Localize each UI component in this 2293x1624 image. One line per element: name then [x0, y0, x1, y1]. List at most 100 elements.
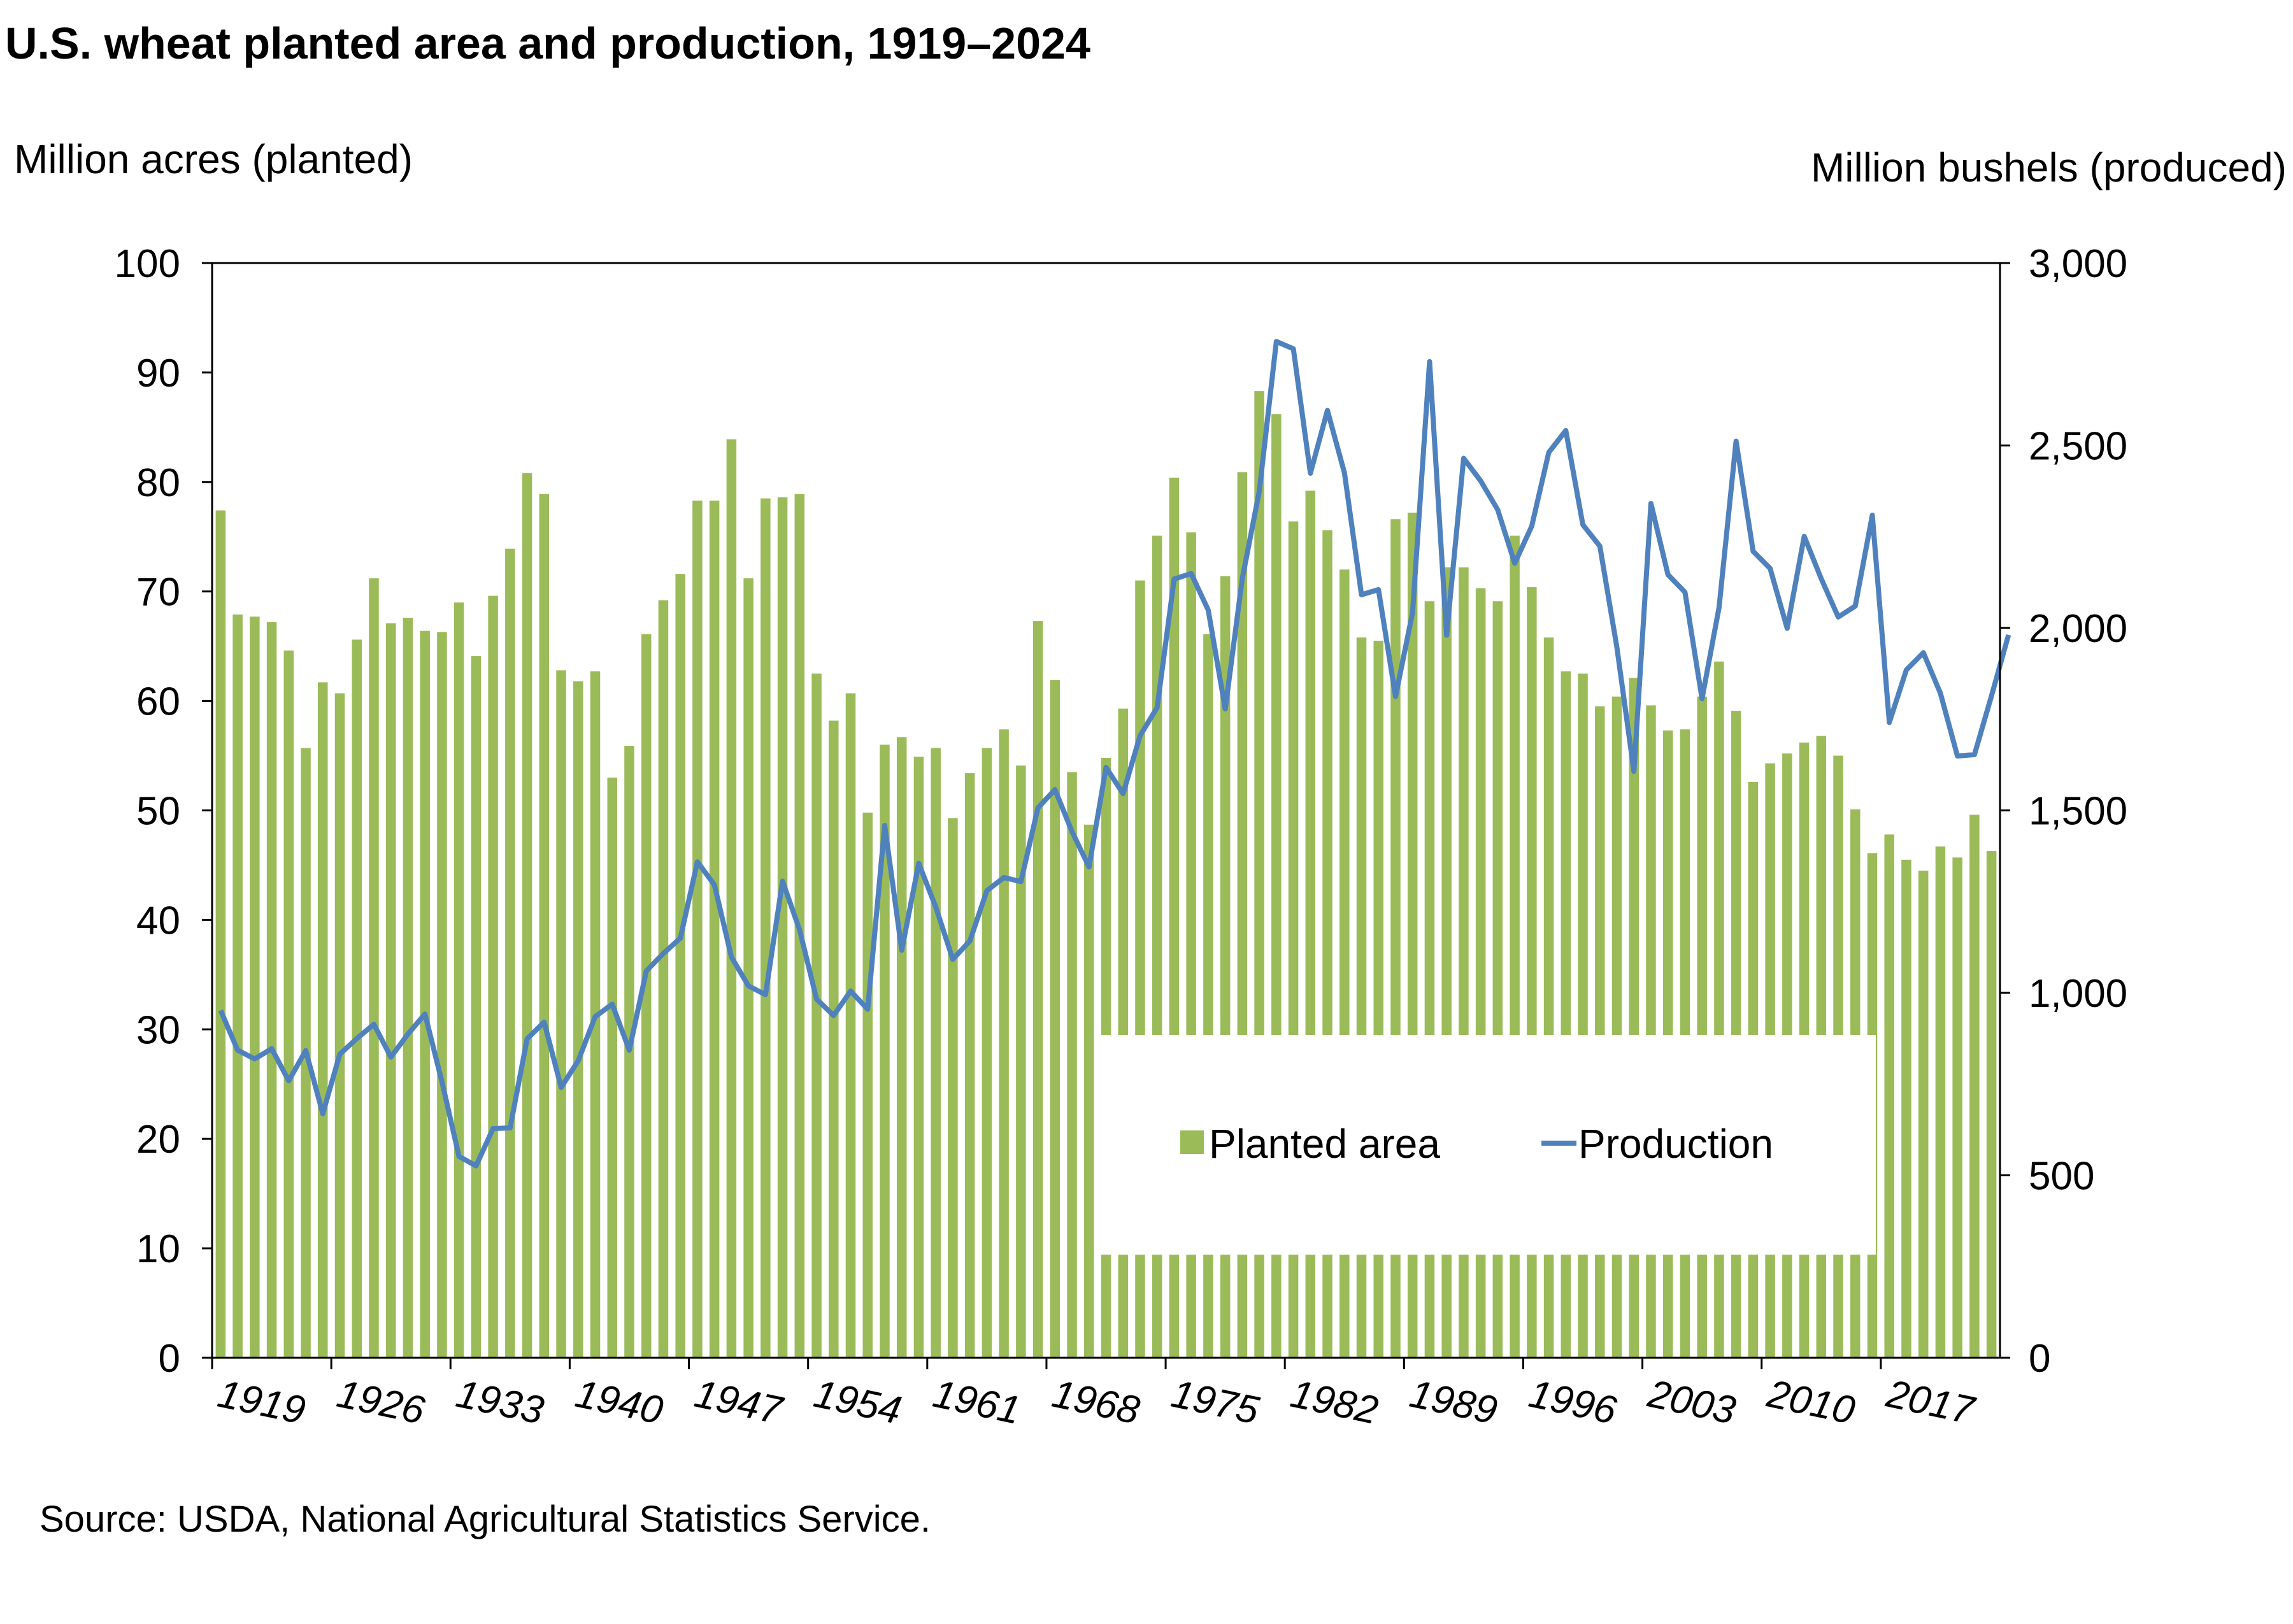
planted-bar-1956: [845, 693, 856, 1358]
planted-bar-2023: [1986, 851, 1997, 1358]
planted-bar-1952: [777, 497, 788, 1358]
left-tick-label: 40: [136, 899, 180, 943]
planted-bar-2017: [1884, 834, 1894, 1358]
x-tick-label: 1919: [214, 1372, 309, 1433]
legend-box: [1096, 1035, 1876, 1255]
x-tick-label: 2003: [1644, 1372, 1739, 1433]
legend-planted-label: Planted area: [1209, 1121, 1440, 1167]
planted-bar-1932: [437, 632, 447, 1358]
planted-bar-2003: [1646, 705, 1656, 1358]
right-tick-label: 3,000: [2029, 242, 2127, 286]
planted-bar-1951: [761, 498, 771, 1358]
planted-bar-1944: [641, 634, 652, 1358]
planted-bar-1927: [352, 639, 362, 1358]
x-tick-label: 1975: [1168, 1372, 1263, 1433]
right-axis-title: Million bushels (produced): [1811, 145, 2287, 190]
x-tick-label: 1961: [929, 1372, 1024, 1433]
planted-bar-1933: [454, 602, 464, 1358]
left-axis-title: Million acres (planted): [14, 136, 413, 182]
planted-bar-1926: [334, 693, 345, 1358]
planted-bar-2008: [1731, 711, 1741, 1358]
planted-bar-1923: [283, 650, 294, 1358]
planted-bar-1998: [1561, 671, 1571, 1358]
left-tick-label: 10: [136, 1227, 180, 1271]
legend: Planted area Production: [1096, 1035, 1876, 1255]
planted-bar-1922: [266, 622, 277, 1358]
planted-bar-1950: [743, 578, 754, 1358]
planted-bar-2018: [1901, 859, 1911, 1358]
x-tick-label: 2017: [1882, 1372, 1980, 1434]
right-tick-label: 500: [2029, 1155, 2094, 1199]
planted-bar-1940: [573, 681, 583, 1358]
x-tick-label: 1996: [1525, 1372, 1620, 1433]
planted-bar-1960: [913, 757, 924, 1358]
planted-bar-1934: [471, 656, 482, 1358]
right-tick-label: 2,500: [2029, 425, 2127, 469]
left-tick-label: 80: [136, 461, 180, 505]
production-line: [218, 339, 2011, 1169]
right-tick-label: 0: [2029, 1337, 2050, 1381]
planted-bar-1954: [811, 673, 822, 1358]
planted-bar-1961: [931, 748, 941, 1358]
right-tick-label: 1,500: [2029, 790, 2127, 834]
planted-bar-1948: [709, 501, 720, 1358]
right-tick-label: 2,000: [2029, 607, 2127, 651]
planted-bar-2021: [1952, 857, 1962, 1358]
planted-bar-1964: [982, 748, 992, 1358]
planted-bar-1962: [948, 818, 958, 1358]
planted-bar-1931: [420, 630, 430, 1358]
planted-bar-1970: [1084, 824, 1094, 1358]
planted-bar-1963: [964, 773, 975, 1358]
planted-bar-1935: [488, 595, 498, 1358]
planted-bar-1929: [385, 623, 396, 1358]
left-tick-label: 100: [115, 242, 180, 286]
planted-bar-1921: [250, 616, 260, 1358]
planted-bar-1968: [1050, 680, 1061, 1358]
planted-bar-1958: [880, 744, 890, 1358]
left-tick-label: 0: [159, 1337, 180, 1381]
legend-production-label: Production: [1578, 1121, 1773, 1167]
x-tick-label: 2010: [1763, 1372, 1859, 1433]
planted-bar-1949: [726, 439, 737, 1358]
planted-bar-2000: [1595, 706, 1605, 1358]
x-tick-label: 1926: [333, 1372, 429, 1433]
planted-bar-1930: [403, 617, 413, 1358]
planted-bar-1920: [232, 614, 243, 1358]
left-tick-label: 30: [136, 1008, 180, 1052]
planted-bar-1965: [999, 729, 1009, 1358]
x-tick-label: 1940: [571, 1372, 666, 1433]
x-tick-label: 1989: [1406, 1372, 1501, 1433]
left-tick-label: 60: [136, 680, 180, 724]
planted-bar-2002: [1629, 678, 1639, 1358]
planted-bar-1972: [1118, 708, 1128, 1358]
left-tick-label: 20: [136, 1118, 180, 1162]
planted-bar-2022: [1969, 815, 1980, 1358]
legend-planted-swatch: [1180, 1130, 1204, 1154]
planted-bar-2001: [1611, 696, 1622, 1358]
left-axis-ticks: 0 10 20 30 40 50 60 70 80 90 100: [115, 242, 212, 1381]
source-note: Source: USDA, National Agricultural Stat…: [39, 1499, 931, 1540]
x-tick-label: 1947: [691, 1372, 788, 1434]
planted-bar-2020: [1935, 846, 1946, 1358]
planted-bar-1925: [318, 682, 328, 1358]
planted-bar-2019: [1918, 871, 1929, 1358]
right-tick-label: 1,000: [2029, 972, 2127, 1016]
left-tick-label: 90: [136, 352, 180, 395]
planted-bar-1937: [522, 473, 532, 1358]
x-tick-label: 1954: [810, 1372, 905, 1433]
right-axis-ticks: 0 500 1,000 1,500 2,000 2,500 3,000: [2000, 242, 2127, 1381]
planted-bar-1969: [1067, 772, 1077, 1358]
planted-bar-1947: [692, 501, 703, 1358]
chart-title: U.S. wheat planted area and production, …: [5, 18, 1090, 68]
planted-bar-1967: [1032, 621, 1043, 1358]
planted-bar-1942: [607, 777, 617, 1358]
planted-bar-1919: [215, 510, 226, 1358]
x-tick-label: 1933: [452, 1372, 547, 1433]
planted-bar-1928: [369, 578, 379, 1358]
planted-bar-1959: [896, 737, 907, 1358]
planted-bar-1945: [658, 600, 669, 1358]
planted-bar-1938: [539, 494, 550, 1358]
planted-bar-1936: [505, 548, 515, 1358]
x-axis-ticks: 1919 1926 1933 1940 1947 1954 1961 1968 1975 1982…: [211, 1358, 1980, 1434]
